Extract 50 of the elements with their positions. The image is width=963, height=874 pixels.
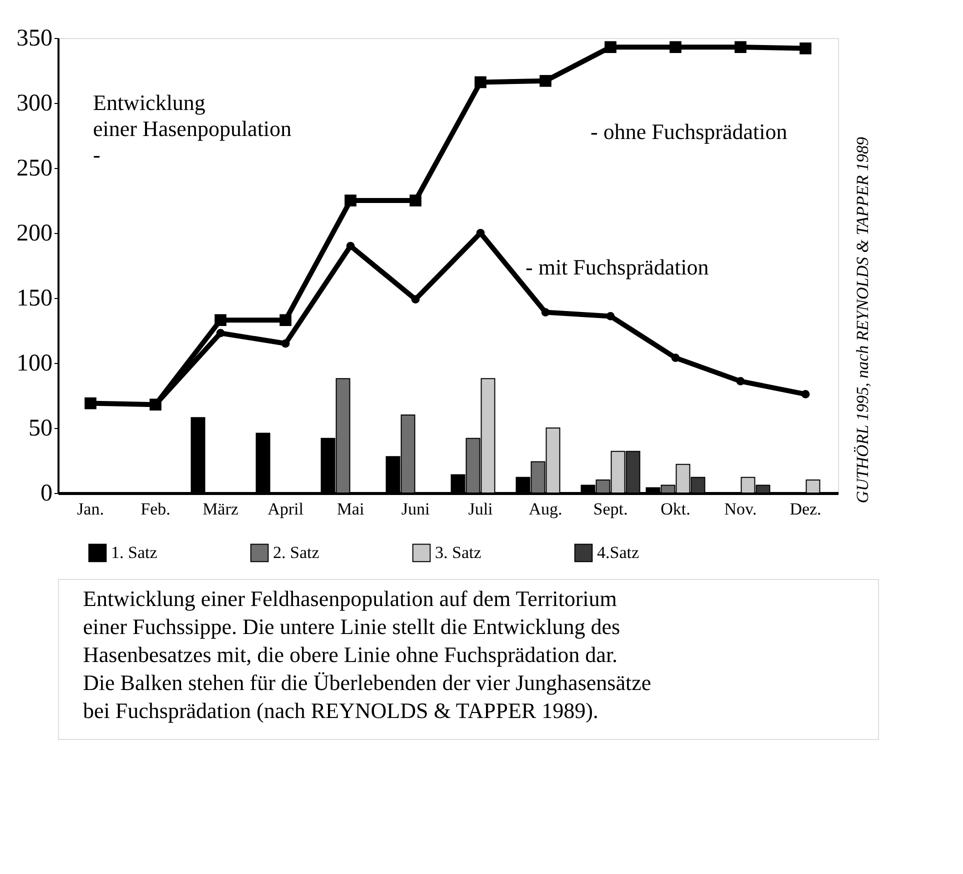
x-tick-label: Jan.	[77, 500, 104, 518]
point	[801, 390, 810, 398]
y-tick-label: 100	[16, 350, 52, 376]
point	[410, 194, 422, 206]
point	[540, 74, 552, 87]
y-tick-label: 50	[28, 416, 52, 442]
x-tick-label: Juli	[468, 500, 494, 518]
point	[346, 242, 355, 250]
legend-label: 1. Satz	[111, 542, 158, 562]
legend-label: 3. Satz	[435, 542, 482, 562]
x-tick-label: April	[268, 500, 304, 518]
x-tick-label: Juni	[401, 500, 430, 518]
point	[214, 314, 226, 326]
point	[736, 377, 745, 386]
point	[280, 314, 292, 326]
point	[800, 42, 812, 54]
text: GUTHÖRL 1995, nach REYNOLDS & TAPPER 1989	[853, 136, 872, 504]
x-tick-label: Sept.	[593, 500, 628, 518]
y-tick-label: 0	[40, 480, 52, 506]
legend-label: 4.Satz	[597, 542, 640, 562]
point	[344, 194, 356, 206]
series-label: - mit Fuchsprädation	[526, 254, 709, 280]
y-tick-label: 200	[16, 220, 52, 246]
point	[281, 339, 290, 348]
text: - ohne Fuchsprädation	[590, 119, 788, 144]
x-tick-label: Mai	[336, 500, 364, 518]
x-tick-label: März	[202, 500, 239, 518]
point	[474, 76, 486, 88]
point	[541, 308, 550, 316]
point	[671, 354, 680, 362]
point	[670, 41, 682, 54]
y-tick-label: 350	[16, 26, 52, 52]
x-tick-label: Nov.	[724, 500, 757, 518]
x-tick-label: Dez.	[790, 500, 822, 518]
y-tick-label: 150	[16, 286, 52, 312]
y-tick-label: 300	[16, 90, 52, 116]
x-tick-label: Okt.	[660, 500, 690, 518]
x-tick-label: Aug.	[528, 500, 562, 518]
point	[411, 295, 420, 304]
point	[734, 41, 746, 54]
point	[84, 397, 96, 410]
x-tick-label: Feb.	[140, 500, 170, 518]
point	[606, 312, 615, 320]
y-tick-label: 250	[16, 156, 52, 182]
point	[604, 41, 616, 54]
text: Entwicklung einer Feldhasenpopulation auf dem Territorium einer Fuchssippe. Die untere Linie stellt die Entwicklung des Hasenbesatzes mit, die obere Linie ohne Fuchsprädation dar. Die Balken stehen für die Überlebenden der vier Junghasensätze bei Fuchsprädation (nach REYNOLDS & TAPPER 1989).	[83, 586, 652, 723]
legend-label: 2. Satz	[273, 542, 320, 562]
annotation: Entwicklung einer Hasenpopulation -	[93, 90, 292, 167]
point	[216, 328, 225, 338]
point	[476, 228, 485, 238]
